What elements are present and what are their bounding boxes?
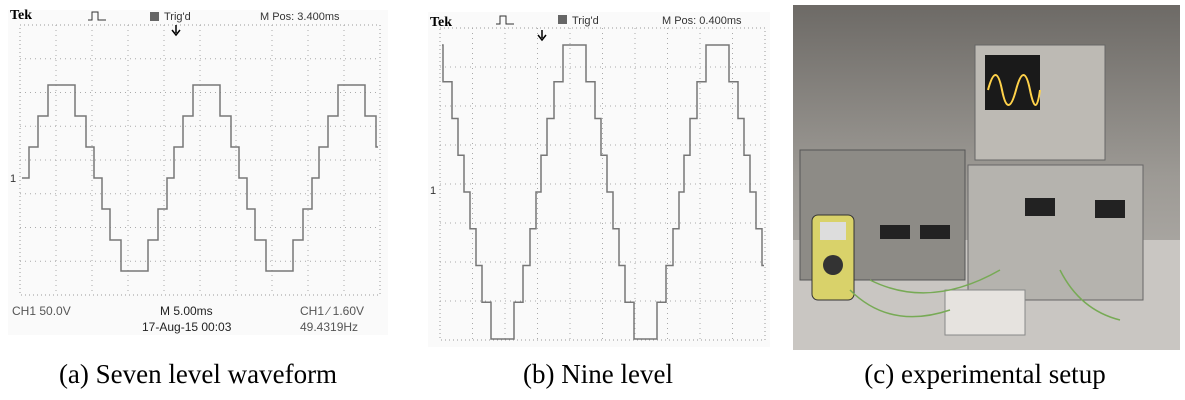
trigger-arrow xyxy=(171,25,181,37)
position: M Pos: 3.400ms xyxy=(260,11,340,23)
position: M Pos: 0.400ms xyxy=(662,15,742,27)
trigger-icon xyxy=(496,15,514,25)
meter-display xyxy=(920,225,950,239)
waveform xyxy=(442,44,764,340)
circuit-board xyxy=(944,289,1026,336)
timebase: M 5.00ms xyxy=(160,304,213,318)
scope-grid xyxy=(20,25,380,295)
caption: (c) experimental setup xyxy=(864,359,1105,389)
date: 17-Aug-15 00:03 xyxy=(142,320,232,334)
meter-display xyxy=(1025,198,1055,216)
scope-screen xyxy=(8,10,388,335)
caption: (a) Seven level waveform xyxy=(59,359,337,389)
scope-grid-frame xyxy=(439,27,766,341)
multimeter-display xyxy=(820,222,846,240)
frequency: 49.4319Hz xyxy=(300,320,358,334)
brand: Tek xyxy=(430,15,452,30)
photo xyxy=(793,5,1180,350)
trigger-icon xyxy=(88,11,106,21)
meter-display xyxy=(880,225,910,239)
waveform xyxy=(22,84,378,272)
meter-display xyxy=(1095,200,1125,218)
channel-marker: 1 xyxy=(10,173,16,185)
multimeter-dial xyxy=(823,255,843,275)
trigger-box xyxy=(150,12,159,21)
power-supply xyxy=(967,164,1144,301)
wires xyxy=(849,269,1121,321)
channel-marker: 1 xyxy=(430,185,436,197)
oscilloscope-trace xyxy=(987,74,1041,106)
trigger-arrow xyxy=(537,30,547,42)
scope-grid xyxy=(440,28,765,340)
channel-scale: CH1 50.0V xyxy=(12,304,71,318)
trigger-level: CH1 ∕ 1.60V xyxy=(300,304,364,318)
scope-screen xyxy=(428,12,770,347)
brand: Tek xyxy=(10,8,32,23)
caption: (b) Nine level xyxy=(523,359,673,389)
trigger-status: Trig'd xyxy=(572,15,599,27)
trigger-status: Trig'd xyxy=(164,11,191,23)
trigger-box xyxy=(558,15,567,24)
